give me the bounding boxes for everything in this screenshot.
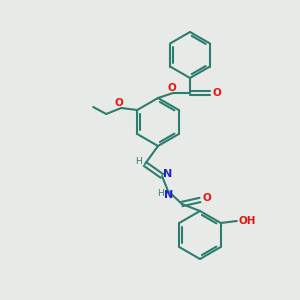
Text: O: O	[115, 98, 124, 108]
Text: O: O	[213, 88, 221, 98]
Text: OH: OH	[238, 216, 256, 226]
Text: H: H	[158, 190, 164, 199]
Text: H: H	[135, 157, 141, 166]
Text: O: O	[168, 83, 176, 93]
Text: O: O	[202, 193, 211, 203]
Text: N: N	[164, 169, 172, 179]
Text: N: N	[164, 190, 174, 200]
